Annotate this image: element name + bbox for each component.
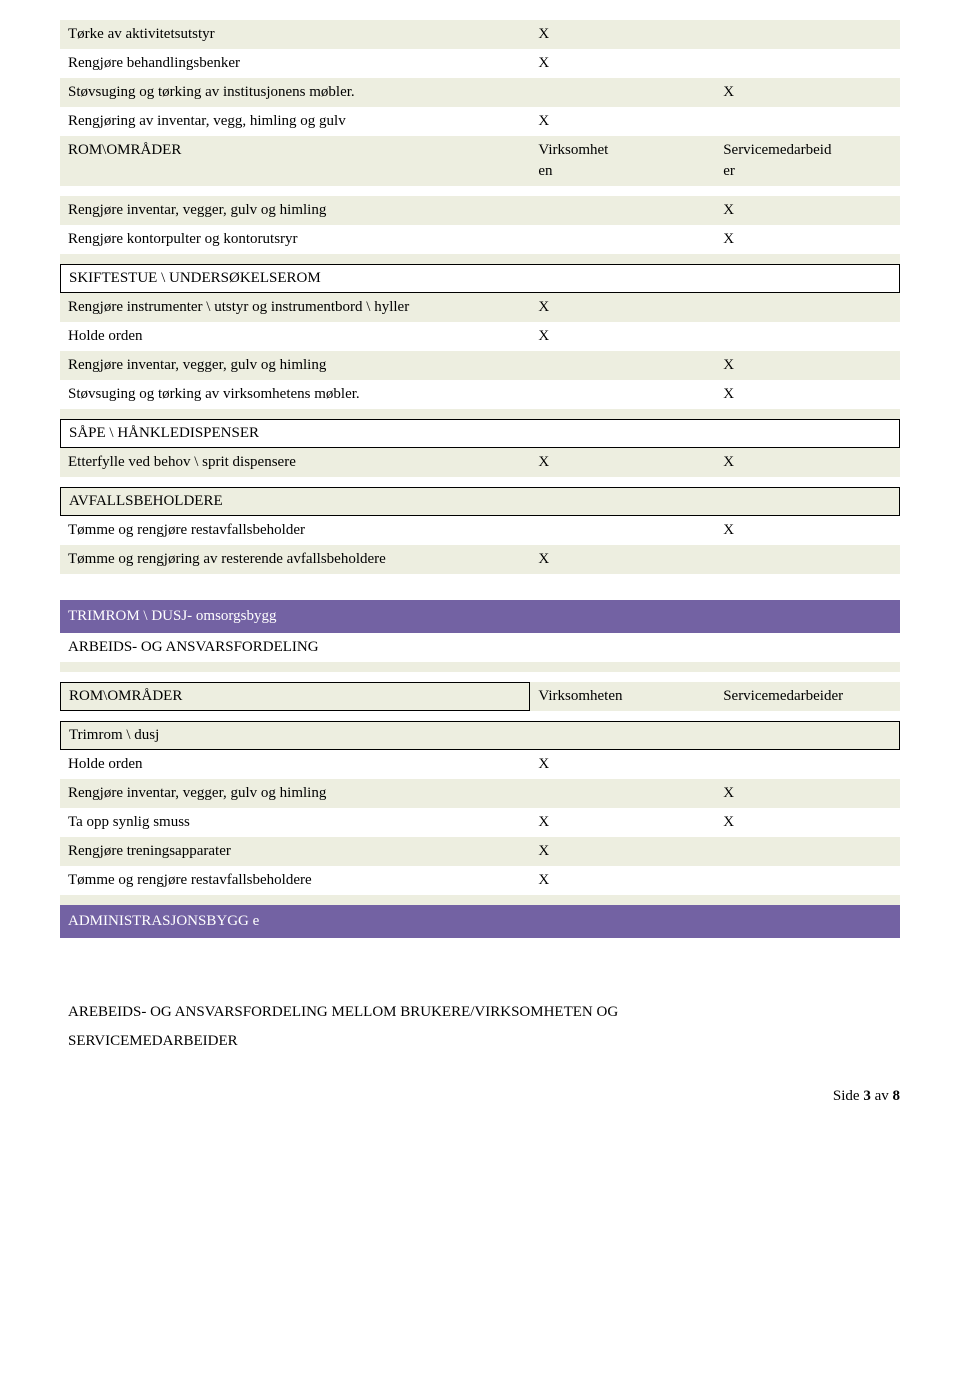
row-c2 — [715, 293, 900, 322]
purple-header-trimrom: TRIMROM \ DUSJ- omsorgsbygg — [60, 600, 900, 633]
row-c2 — [715, 107, 900, 136]
row-c1: X — [530, 750, 715, 779]
section-avfall: AVFALLSBEHOLDERE — [60, 487, 900, 516]
row-label: Rengjøre treningsapparater — [60, 837, 530, 866]
purple-header-admin: ADMINISTRASJONSBYGG e — [60, 905, 900, 938]
row-label: Tømme og rengjøre restavfallsbeholder — [60, 516, 530, 545]
row-c1 — [530, 351, 715, 380]
page-footer: Side 3 av 8 — [60, 1086, 900, 1107]
row-label: Tømme og rengjøring av resterende avfall… — [60, 545, 530, 574]
row-c1 — [530, 380, 715, 409]
row-c1: X — [530, 20, 715, 49]
row-label: Holde orden — [60, 750, 530, 779]
header2-c2: Servicemedarbeider — [715, 682, 900, 711]
bottom-text-1: AREBEIDS- OG ANSVARSFORDELING MELLOM BRU… — [60, 998, 900, 1027]
row-c2: X — [715, 516, 900, 545]
row-label: Støvsuging og tørking av virksomhetens m… — [60, 380, 530, 409]
row-label: Holde orden — [60, 322, 530, 351]
row-c2: X — [715, 351, 900, 380]
header2-c1: Virksomheten — [530, 682, 715, 711]
arbeids-label: ARBEIDS- OG ANSVARSFORDELING — [60, 633, 900, 662]
row-label: Rengjøre inventar, vegger, gulv og himli… — [60, 779, 530, 808]
row-label: Rengjøre inventar, vegger, gulv og himli… — [60, 196, 530, 225]
row-c2 — [715, 545, 900, 574]
row-c1: X — [530, 837, 715, 866]
row-label: Tømme og rengjøre restavfallsbeholdere — [60, 866, 530, 895]
row-c1: X — [530, 545, 715, 574]
row-c1: X — [530, 49, 715, 78]
row-c1 — [530, 516, 715, 545]
row-c2 — [715, 750, 900, 779]
row-c2 — [715, 866, 900, 895]
row-label: Etterfylle ved behov \ sprit dispensere — [60, 448, 530, 477]
row-c1: X — [530, 448, 715, 477]
row-c2 — [715, 49, 900, 78]
row-c1: X — [530, 107, 715, 136]
row-c2: X — [715, 779, 900, 808]
row-label: Ta opp synlig smuss — [60, 808, 530, 837]
row-c2 — [715, 322, 900, 351]
row-c1 — [530, 779, 715, 808]
row-c2 — [715, 837, 900, 866]
row-c1: X — [530, 322, 715, 351]
row-label: Rengjøring av inventar, vegg, himling og… — [60, 107, 530, 136]
header-c1: Virksomheten — [530, 136, 715, 186]
row-c1: X — [530, 293, 715, 322]
row-label: Rengjøre instrumenter \ utstyr og instru… — [60, 293, 530, 322]
section-sape: SÅPE \ HÅNKLEDISPENSER — [60, 419, 900, 448]
row-c2: X — [715, 196, 900, 225]
row-c1: X — [530, 808, 715, 837]
row-c2: X — [715, 448, 900, 477]
bottom-text-2: SERVICEMEDARBEIDER — [60, 1027, 900, 1056]
row-c1 — [530, 78, 715, 107]
row-label: Tørke av aktivitetsutstyr — [60, 20, 530, 49]
row-label: Støvsuging og tørking av institusjonens … — [60, 78, 530, 107]
row-c1: X — [530, 866, 715, 895]
header-label: ROM\OMRÅDER — [60, 136, 530, 186]
row-c2: X — [715, 78, 900, 107]
row-c2: X — [715, 225, 900, 254]
row-label: Rengjøre inventar, vegger, gulv og himli… — [60, 351, 530, 380]
row-c2: X — [715, 808, 900, 837]
row-label: Rengjøre behandlingsbenker — [60, 49, 530, 78]
header2-label: ROM\OMRÅDER — [60, 682, 530, 711]
section-skiftestue: SKIFTESTUE \ UNDERSØKELSEROM — [60, 264, 900, 293]
row-c1 — [530, 225, 715, 254]
header-c2: Servicemedarbeider — [715, 136, 900, 186]
section-trimrom: Trimrom \ dusj — [60, 721, 900, 750]
row-c2 — [715, 20, 900, 49]
row-label: Rengjøre kontorpulter og kontorutsryr — [60, 225, 530, 254]
row-c1 — [530, 196, 715, 225]
main-table: Tørke av aktivitetsutstyrX Rengjøre beha… — [60, 20, 900, 1056]
row-c2: X — [715, 380, 900, 409]
